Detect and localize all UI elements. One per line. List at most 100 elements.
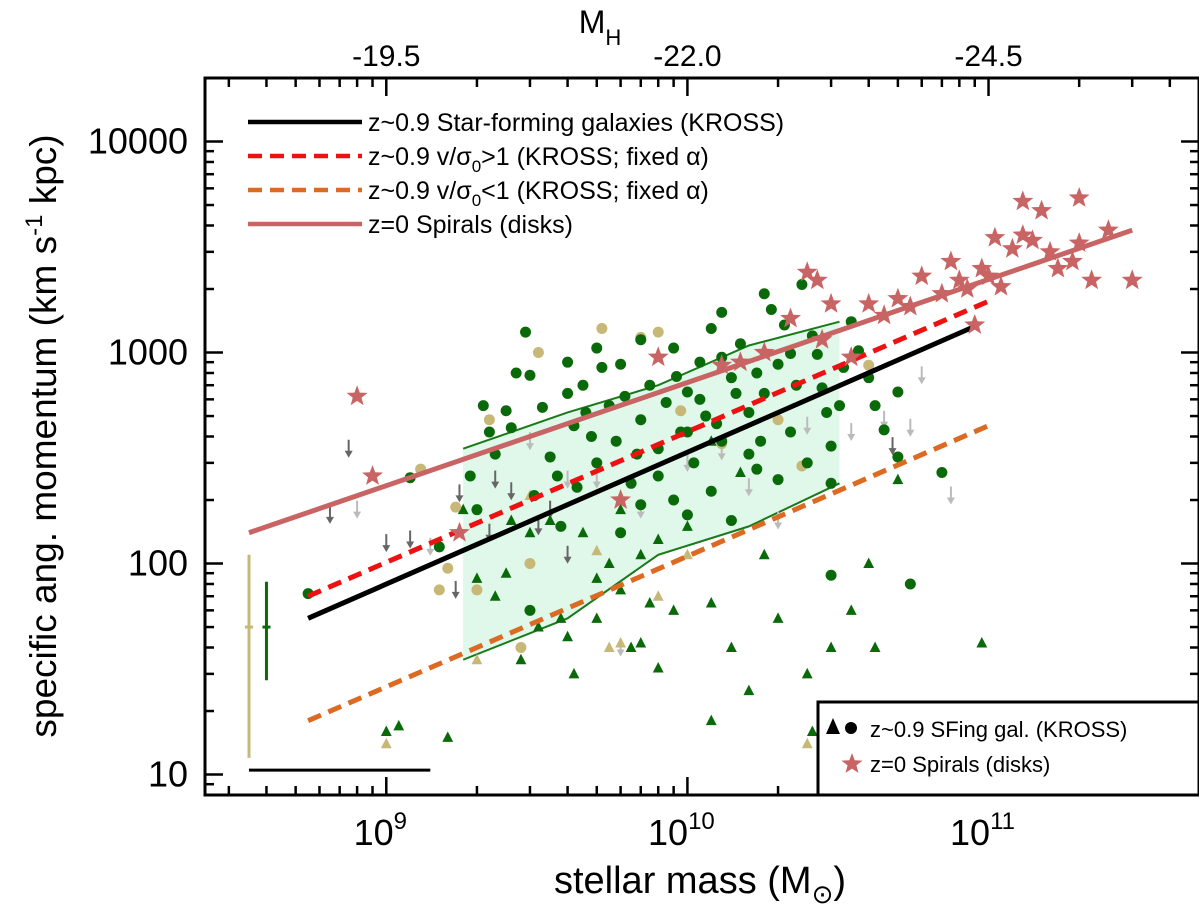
upper-limit-arrow-dark — [382, 534, 391, 553]
top-tick-label: -19.5 — [352, 40, 420, 73]
point-circle-tan — [532, 347, 544, 359]
point-triangle-tan — [471, 653, 483, 665]
arrow-head — [946, 497, 955, 505]
point-triangle-green — [644, 597, 656, 608]
legend-label: z~0.9 SFing gal. (KROSS) — [870, 717, 1127, 742]
upper-limit-arrow-dark — [563, 545, 572, 564]
band-fill — [463, 321, 840, 660]
upper-limit-arrow-dark — [451, 580, 460, 599]
point-circle-tan — [450, 501, 462, 513]
y-tick-label: 10000 — [88, 121, 188, 162]
arrow-head — [406, 541, 415, 549]
point-circle-green — [825, 440, 837, 452]
point-circle-green — [796, 279, 808, 291]
point-circle-green — [660, 396, 672, 408]
point-triangle-tan — [591, 544, 603, 556]
point-triangle-tan — [652, 590, 664, 601]
legend-circle-marker — [845, 722, 857, 734]
upper-limit-arrow-light — [803, 416, 812, 435]
point-circle-green — [615, 358, 627, 370]
point-triangle-green — [976, 637, 988, 648]
point-triangle-green — [863, 557, 875, 569]
arrow-head — [616, 649, 625, 657]
point-triangle-green — [635, 637, 647, 648]
point-triangle-green — [758, 548, 770, 560]
point-star — [978, 265, 999, 286]
point-circle-green — [520, 326, 532, 338]
fit-lines — [248, 187, 1143, 723]
point-circle-green — [585, 431, 597, 442]
upper-limit-arrow-dark — [507, 482, 516, 501]
point-circle-green — [734, 338, 746, 350]
legend-top: z~0.9 Star-forming galaxies (KROSS) z~0.9… — [248, 109, 784, 239]
y-tick-label: 100 — [128, 543, 188, 584]
point-triangle-green — [393, 719, 405, 731]
point-circle-tan — [652, 326, 664, 338]
point-circle-green — [536, 401, 548, 413]
arrow-head — [847, 434, 856, 442]
point-circle-green — [755, 435, 767, 447]
legend-bottom: z~0.9 SFing gal. (KROSS) z=0 Spirals (dis… — [816, 700, 1199, 797]
arrow-head — [917, 377, 926, 385]
point-circle-green — [811, 348, 823, 360]
point-circle-green — [505, 422, 517, 434]
error-bars — [245, 554, 431, 772]
point-circle-tan — [524, 558, 536, 570]
point-circle-green — [551, 470, 563, 482]
point-star — [647, 346, 669, 367]
point-star — [1121, 269, 1143, 290]
point-circle-green — [610, 435, 622, 447]
point-circle-green — [751, 463, 763, 475]
point-circle-green — [652, 470, 664, 482]
arrow-head — [382, 545, 391, 553]
point-star — [990, 275, 1012, 296]
point-circle-green — [743, 406, 755, 418]
point-triangle-tan — [380, 737, 392, 749]
point-circle-green — [510, 367, 522, 379]
point-circle-green — [892, 451, 904, 463]
point-circle-green — [725, 372, 737, 384]
point-circle-green — [464, 470, 476, 482]
band-upper-edge — [462, 320, 840, 450]
y-tick-label: 10 — [148, 754, 188, 795]
point-circle-green — [825, 569, 837, 581]
error-bar — [245, 554, 254, 758]
point-triangle-green — [603, 557, 615, 569]
point-star — [858, 292, 880, 313]
point-star — [1097, 219, 1119, 240]
point-circle-green — [725, 514, 737, 526]
legend-label: z=0 Spirals (disks) — [368, 211, 573, 239]
upper-limit-arrow-dark — [455, 484, 464, 503]
arrow-head — [888, 448, 897, 456]
point-circle-green — [668, 494, 680, 506]
dispersion-band — [462, 320, 840, 661]
point-triangle-green — [591, 572, 603, 583]
point-circle-tan — [442, 562, 454, 574]
point-circle-green — [619, 390, 631, 402]
upper-limit-arrow-light — [906, 418, 915, 437]
point-triangle-green — [591, 612, 603, 623]
point-triangle-tan — [682, 548, 693, 560]
point-triangle-tan — [603, 641, 615, 653]
point-circle-green — [936, 467, 948, 479]
point-triangle-green — [577, 526, 589, 538]
point-circle-green — [772, 358, 784, 370]
arrow-head — [563, 481, 572, 489]
point-circle-green — [577, 379, 589, 391]
point-triangle-green — [562, 630, 573, 642]
point-circle-green — [700, 410, 712, 422]
legend-triangle-marker — [826, 718, 840, 734]
data-points — [302, 279, 988, 749]
point-circle-green — [524, 369, 536, 381]
point-circle-green — [705, 485, 717, 497]
point-triangle-green — [845, 604, 857, 615]
top-tick-label: -24.5 — [954, 40, 1022, 73]
point-star — [346, 385, 368, 406]
point-star — [820, 292, 842, 313]
point-circle-green — [688, 457, 700, 469]
x-tick-label: 1010 — [648, 808, 715, 853]
point-triangle-green — [471, 572, 483, 583]
point-triangle-green — [705, 714, 717, 726]
legend-box — [816, 700, 1199, 797]
arrow-head — [717, 453, 726, 461]
